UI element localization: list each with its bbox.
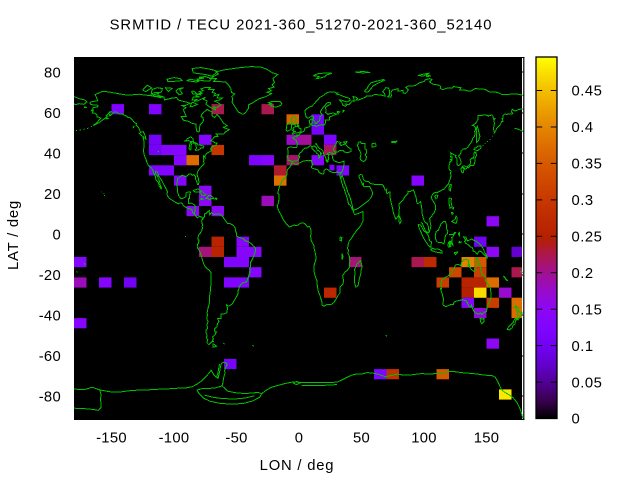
svg-text:0.15: 0.15 [572, 302, 603, 318]
svg-text:0.45: 0.45 [572, 84, 603, 100]
svg-text:0.25: 0.25 [572, 230, 603, 246]
svg-text:0.05: 0.05 [572, 375, 603, 391]
svg-text:0: 0 [572, 412, 581, 428]
svg-text:50: 50 [353, 431, 370, 447]
svg-text:0.35: 0.35 [572, 157, 603, 173]
svg-text:80: 80 [44, 66, 61, 82]
svg-text:150: 150 [474, 431, 500, 447]
svg-text:0.4: 0.4 [572, 120, 594, 136]
svg-text:0.2: 0.2 [572, 266, 594, 282]
svg-text:-150: -150 [96, 431, 127, 447]
svg-text:60: 60 [44, 106, 61, 122]
svg-text:-100: -100 [159, 431, 190, 447]
svg-text:LON / deg: LON / deg [260, 458, 335, 474]
svg-text:100: 100 [411, 431, 437, 447]
svg-text:LAT / deg: LAT / deg [6, 200, 22, 270]
svg-text:SRMTID / TECU 2021-360_51270-2: SRMTID / TECU 2021-360_51270-2021-360_52… [110, 18, 493, 34]
svg-text:40: 40 [44, 147, 61, 163]
svg-text:0: 0 [295, 431, 304, 447]
svg-text:0: 0 [52, 228, 61, 244]
svg-text:-80: -80 [39, 390, 61, 406]
svg-text:-40: -40 [39, 309, 61, 325]
svg-text:20: 20 [44, 187, 61, 203]
svg-text:0.1: 0.1 [572, 339, 594, 355]
svg-text:-20: -20 [39, 268, 61, 284]
svg-text:-60: -60 [39, 349, 61, 365]
svg-text:0.3: 0.3 [572, 193, 594, 209]
svg-text:-50: -50 [225, 431, 247, 447]
